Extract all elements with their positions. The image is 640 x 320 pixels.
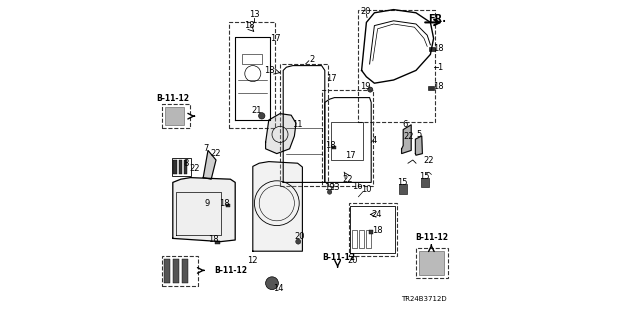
Bar [242,54,262,64]
Text: 6: 6 [402,120,408,129]
Polygon shape [173,178,236,242]
Text: 5: 5 [416,130,421,139]
Bar [182,259,188,283]
Polygon shape [266,114,296,154]
Text: 20: 20 [360,7,371,16]
Bar [419,251,444,275]
Text: 19: 19 [324,183,334,192]
Text: 16: 16 [353,182,363,191]
Text: 10: 10 [361,185,372,194]
Text: 23: 23 [329,183,340,192]
Polygon shape [204,150,216,179]
Bar [359,230,364,248]
Text: 20: 20 [294,232,305,241]
Polygon shape [402,125,412,154]
Text: 1: 1 [437,63,443,72]
Text: 19: 19 [360,82,371,91]
Text: 18: 18 [244,21,255,30]
Bar [352,230,357,248]
Bar [164,259,170,283]
Text: B-11-12: B-11-12 [214,266,248,275]
Text: TR24B3712D: TR24B3712D [401,296,447,302]
Circle shape [296,239,301,244]
Circle shape [328,190,332,194]
Bar [215,241,220,244]
Text: 20: 20 [348,256,358,265]
Text: 18: 18 [220,199,230,208]
Bar [226,204,230,207]
Text: 18: 18 [325,141,335,150]
Text: B-11-12: B-11-12 [415,233,448,242]
Circle shape [367,87,372,92]
Bar [428,86,434,90]
Text: 22: 22 [342,175,353,184]
Text: FR.: FR. [428,14,446,24]
Text: 24: 24 [372,210,382,219]
Text: 9: 9 [205,199,210,208]
Bar [332,122,364,160]
Circle shape [266,277,278,290]
Bar [366,230,371,248]
Text: 18: 18 [433,44,444,52]
Bar [369,230,374,234]
Text: 15: 15 [397,178,408,187]
Text: 4: 4 [371,136,376,145]
Polygon shape [415,136,422,155]
Text: 14: 14 [273,284,284,293]
Text: 13: 13 [249,10,260,19]
Bar [172,158,191,176]
Bar [429,47,435,51]
Bar [179,160,182,174]
Text: 18: 18 [433,82,444,91]
Circle shape [259,113,265,119]
Text: 18: 18 [372,226,383,235]
Text: 17: 17 [270,34,281,43]
Text: 15: 15 [419,172,429,181]
Text: 2: 2 [309,55,315,64]
Bar [173,160,177,174]
Text: 21: 21 [252,106,262,115]
Bar [173,259,179,283]
Text: B-11-12: B-11-12 [322,253,355,262]
Text: 22: 22 [211,149,221,158]
Text: 22: 22 [423,156,433,164]
Text: 17: 17 [345,151,356,160]
Text: 18: 18 [209,236,219,244]
Text: 12: 12 [248,256,258,265]
Text: B-11-12: B-11-12 [156,94,189,103]
Polygon shape [253,162,302,251]
Bar [165,107,184,125]
Bar [332,146,337,149]
Text: 18: 18 [264,66,275,75]
Text: 22: 22 [404,132,414,140]
Text: 8: 8 [184,159,189,168]
Text: 17: 17 [326,74,337,83]
Text: 11: 11 [292,120,303,129]
Text: 7: 7 [204,144,209,153]
Bar [421,178,429,187]
Bar [184,160,187,174]
Text: 22: 22 [189,164,200,172]
Bar [399,184,408,194]
